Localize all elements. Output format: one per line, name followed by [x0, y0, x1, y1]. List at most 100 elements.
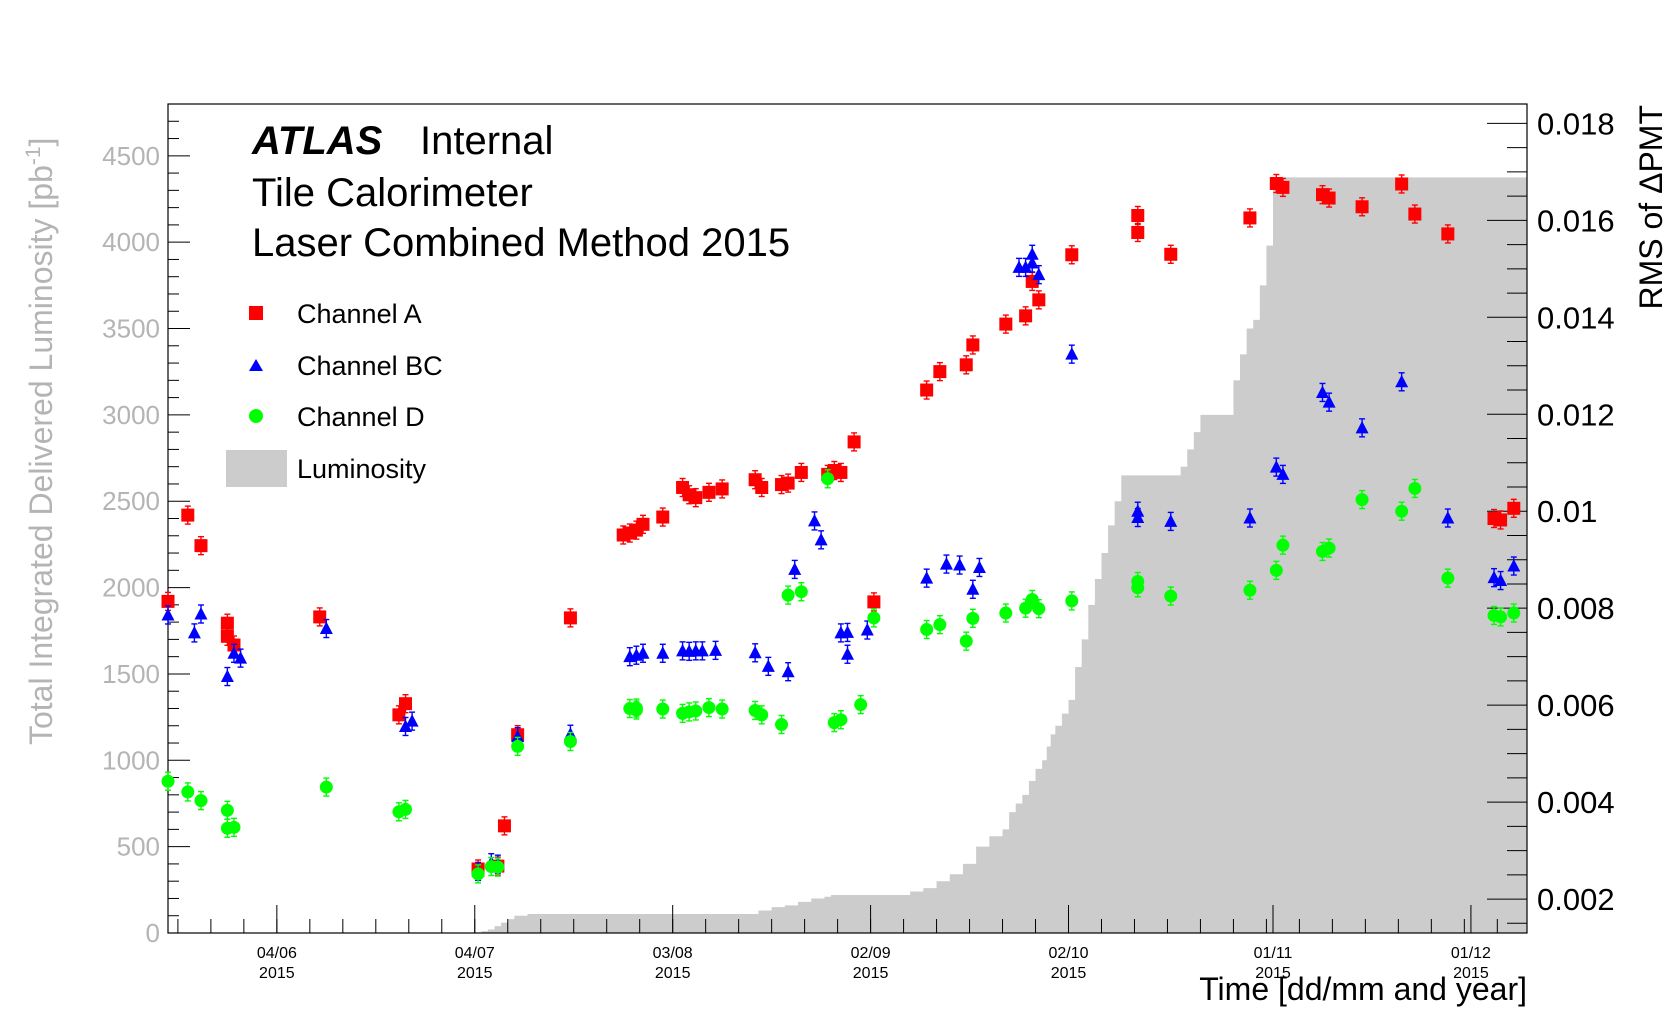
channel-bc-point: [695, 643, 709, 657]
channel-bc-point: [161, 607, 175, 621]
channel-a-point: [563, 611, 577, 625]
channel-d-point: [227, 820, 241, 834]
y-right-tick-label: 0.008: [1537, 591, 1615, 626]
legend-label-luminosity: Luminosity: [297, 454, 427, 484]
channel-d-point: [220, 803, 234, 817]
channel-d-point: [920, 623, 934, 637]
channel-a-point: [999, 317, 1013, 331]
channel-d-point: [966, 611, 980, 625]
channel-d-point: [161, 774, 175, 788]
channel-a-point: [794, 465, 808, 479]
channel-d-point: [194, 794, 208, 808]
channel-d-point: [1243, 583, 1257, 597]
channel-a-point: [1441, 227, 1455, 241]
channel-d-point: [629, 703, 643, 717]
channel-bc-point: [220, 669, 234, 683]
channel-d-point: [1164, 589, 1178, 603]
channel-a-point: [1355, 200, 1369, 214]
channel-bc-point: [920, 571, 934, 584]
y-left-tick-label: 3500: [102, 314, 160, 344]
legend-marker-channel-bc: [249, 359, 263, 371]
channel-d-point: [794, 585, 808, 599]
channel-bc-point: [814, 532, 828, 546]
channel-a-point: [959, 358, 973, 372]
y-axis-title-left-close: ]: [23, 138, 59, 147]
channel-a-point: [834, 465, 848, 479]
channel-bc-point: [636, 646, 650, 659]
y-left-tick-label: 500: [117, 832, 160, 862]
x-tick-year-label: 2015: [853, 965, 889, 982]
axes-layer: 0 500 1000 1500 2000 2500 3000 3500 4000 4500 0.00…: [102, 103, 1615, 982]
channel-bc-point: [1494, 573, 1508, 587]
channel-d-point: [933, 618, 947, 632]
y-axis-title-right: RMS of ΔPMT: [1633, 105, 1669, 310]
y-left-tick-label: 1000: [102, 745, 160, 775]
channel-d-point: [471, 867, 485, 881]
channel-a-point: [194, 539, 208, 553]
channel-d-point: [181, 785, 195, 799]
channel-a-point: [867, 595, 881, 609]
x-tick-year-label: 2015: [655, 965, 691, 982]
channel-bc-point: [1395, 374, 1409, 388]
channel-bc-point: [966, 582, 980, 595]
channel-d-point: [1276, 538, 1290, 552]
channel-d-point: [781, 588, 795, 602]
channel-d-point: [491, 860, 505, 874]
data-points-layer: [161, 173, 1521, 884]
x-tick-year-label: 2015: [259, 965, 295, 982]
channel-d-point: [834, 713, 848, 727]
channel-bc-point: [808, 513, 822, 527]
channel-d-point: [319, 780, 333, 794]
channel-d-point: [867, 611, 881, 625]
channel-a-point: [313, 610, 327, 624]
channel-a-point: [1065, 248, 1079, 262]
luminosity-area: [168, 177, 1527, 933]
subtitle-line-method: Laser Combined Method 2015: [252, 221, 790, 265]
channel-d-point: [563, 735, 577, 749]
channel-a-point: [497, 819, 511, 833]
channel-a-point: [161, 594, 175, 608]
x-tick-date-label: 03/08: [653, 945, 693, 962]
channel-a-point: [715, 482, 729, 496]
x-tick-year-label: 2015: [457, 965, 493, 982]
x-tick-date-label: 02/10: [1048, 945, 1088, 962]
channel-a-point: [933, 365, 947, 379]
y-right-tick-label: 0.014: [1537, 300, 1615, 335]
channel-bc-point: [1276, 467, 1290, 480]
channel-bc-point: [860, 623, 874, 636]
channel-a-point: [1164, 247, 1178, 261]
channel-a-point: [966, 338, 980, 352]
channel-bc-point: [656, 646, 670, 659]
channel-a-point: [656, 510, 670, 524]
channel-a-point: [181, 508, 195, 522]
channel-d-point: [999, 606, 1013, 620]
channel-d-point: [1395, 504, 1409, 518]
channel-d-point: [1507, 606, 1521, 620]
legend-marker-channel-d: [249, 409, 263, 423]
y-right-tick-label: 0.016: [1537, 203, 1615, 238]
channel-bc-point: [398, 719, 412, 732]
y-right-tick-label: 0.018: [1537, 106, 1615, 141]
channel-a-point: [1322, 191, 1336, 205]
channel-bc-point: [761, 659, 775, 672]
channel-d-point: [656, 702, 670, 716]
channel-bc-point: [939, 557, 953, 570]
x-tick-date-label: 02/09: [851, 945, 891, 962]
channel-a-point: [1494, 513, 1508, 527]
channel-bc-point: [1269, 460, 1283, 473]
y-left-tick-label: 1500: [102, 659, 160, 689]
channel-bc-point: [1025, 247, 1039, 260]
channel-bc-point: [709, 643, 723, 656]
channel-d-point: [959, 634, 973, 648]
x-tick-date-label: 01/11: [1254, 945, 1293, 962]
x-tick-date-label: 01/12: [1451, 945, 1491, 962]
channel-bc-point: [1322, 395, 1336, 408]
y-right-tick-label: 0.012: [1537, 397, 1615, 432]
channel-bc-point: [1315, 385, 1329, 398]
y-left-tick-label: 0: [146, 918, 160, 948]
x-tick-date-label: 04/07: [455, 945, 495, 962]
legend-label-channel-d: Channel D: [297, 402, 425, 432]
channel-d-point: [1494, 610, 1508, 624]
internal-label: Internal: [420, 119, 553, 163]
channel-d-point: [702, 701, 716, 715]
